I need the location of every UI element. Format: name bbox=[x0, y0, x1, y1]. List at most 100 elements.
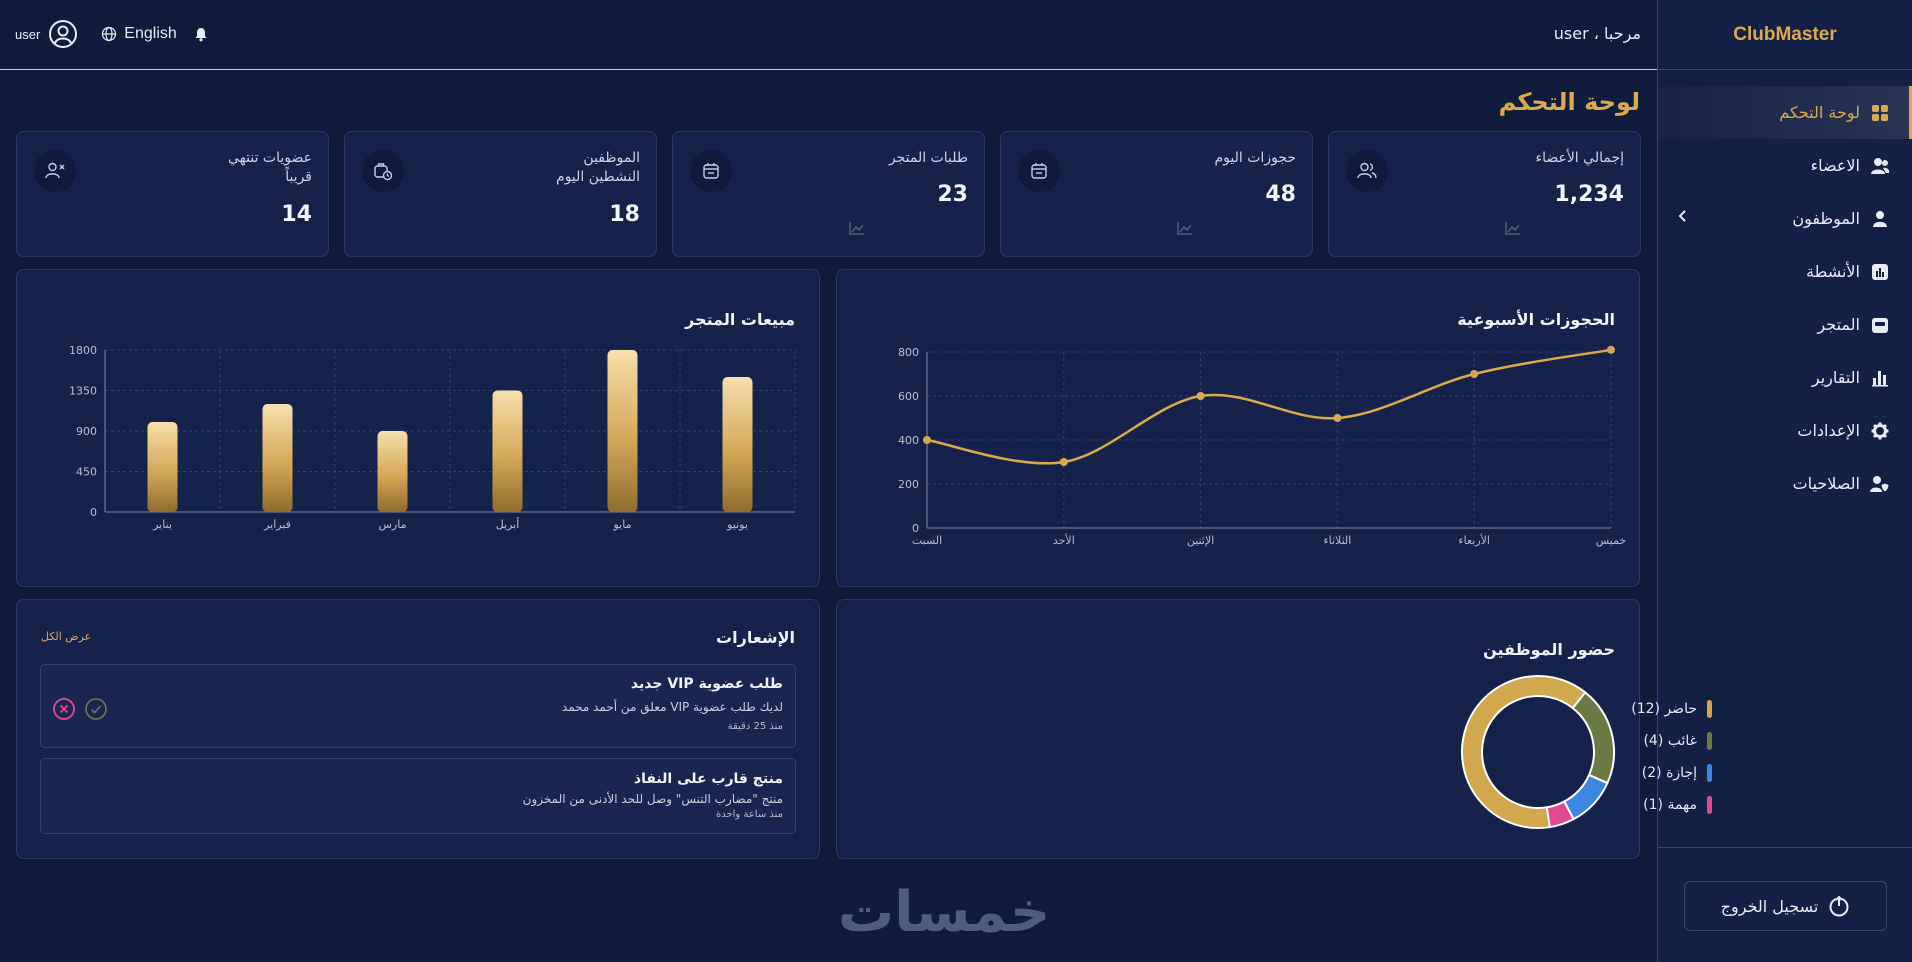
notification-time: منذ ساعة واحدة bbox=[715, 809, 783, 820]
page-title: لوحة التحكم bbox=[1498, 88, 1640, 116]
donut-slice bbox=[1545, 800, 1575, 829]
stat-label-line: الموظفين bbox=[583, 150, 640, 166]
sidebar-item-label: التقارير bbox=[1811, 368, 1860, 387]
trend-icon bbox=[1177, 221, 1193, 235]
notification-item[interactable]: طلب عضوية VIP جديد لديك طلب عضوية VIP مع… bbox=[40, 664, 796, 748]
stat-card-total-members[interactable]: إجمالي الأعضاء 1,234 bbox=[1328, 131, 1641, 257]
y-tick-label: 400 bbox=[898, 434, 919, 447]
stat-value: 18 bbox=[609, 202, 640, 227]
weekly-bookings-card: الحجوزات الأسبوعية 0 200 400 600 800 السبت الأ… bbox=[836, 269, 1640, 587]
chart-title: الحجوزات الأسبوعية bbox=[1457, 310, 1615, 329]
grid-icon bbox=[1870, 103, 1890, 123]
topbar: user English مرحبا ، user bbox=[0, 0, 1657, 70]
x-tick-label: الثلاثاء bbox=[1323, 534, 1351, 547]
legend-item-present: حاضر (12) bbox=[1631, 693, 1712, 725]
trend-icon bbox=[1505, 221, 1521, 235]
welcome-message: مرحبا ، user bbox=[1553, 24, 1641, 43]
data-point bbox=[1196, 392, 1205, 400]
stat-value: 48 bbox=[1265, 182, 1296, 207]
bell-icon[interactable] bbox=[193, 26, 209, 42]
data-point bbox=[1607, 345, 1615, 354]
user-avatar-icon[interactable] bbox=[48, 19, 78, 49]
power-icon bbox=[1828, 895, 1850, 917]
stat-card-today-bookings[interactable]: حجوزات اليوم 48 bbox=[1000, 131, 1313, 257]
watermark-logo: خمسات bbox=[838, 880, 1052, 945]
sidebar-item-label: المتجر bbox=[1817, 315, 1860, 334]
stat-label-line: عضويات تنتهي bbox=[228, 150, 312, 166]
sidebar-item-employees[interactable]: الموظفون bbox=[1658, 192, 1912, 245]
gear-icon bbox=[1870, 421, 1890, 441]
logout-section: تسجيل الخروج bbox=[1657, 847, 1912, 962]
y-tick-label: 450 bbox=[76, 466, 97, 479]
bar bbox=[722, 377, 753, 512]
chevron-left-icon[interactable] bbox=[1678, 209, 1688, 223]
stat-label: إجمالي الأعضاء bbox=[1535, 150, 1624, 166]
notification-body: منتج "مضارب التنس" وصل للحد الأدنى من ال… bbox=[522, 792, 783, 806]
activity-icon bbox=[1870, 262, 1890, 282]
briefcase-clock-icon bbox=[362, 150, 404, 192]
chart-title: مبيعات المتجر bbox=[685, 310, 795, 329]
stat-card-store-orders[interactable]: طلبات المتجر 23 bbox=[672, 131, 985, 257]
bar-chart-icon bbox=[1870, 368, 1890, 388]
user-remove-icon bbox=[34, 150, 76, 192]
y-tick-label: 1350 bbox=[69, 385, 97, 398]
notification-item[interactable]: منتج قارب على النفاذ منتج "مضارب التنس" … bbox=[40, 758, 796, 834]
sidebar-item-members[interactable]: الاعضاء bbox=[1658, 139, 1912, 192]
sidebar-item-reports[interactable]: التقارير bbox=[1658, 351, 1912, 404]
y-tick-label: 600 bbox=[898, 390, 919, 403]
x-tick-label: فبراير bbox=[263, 518, 291, 531]
stat-value: 14 bbox=[281, 202, 312, 227]
y-tick-label: 1800 bbox=[69, 344, 97, 357]
trend-icon bbox=[849, 221, 865, 235]
attendance-donut-chart bbox=[1461, 675, 1615, 829]
stat-card-active-staff[interactable]: الموظفين النشطين اليوم 18 bbox=[344, 131, 657, 257]
x-tick-label: أبريل bbox=[496, 517, 520, 531]
x-tick-label: مارس bbox=[379, 518, 407, 531]
legend-item-leave: إجازة (2) bbox=[1631, 757, 1712, 789]
stat-value: 23 bbox=[937, 182, 968, 207]
data-point bbox=[1059, 458, 1068, 466]
language-label: English bbox=[124, 25, 177, 42]
reject-icon[interactable] bbox=[53, 698, 75, 720]
data-point bbox=[1333, 414, 1342, 422]
sidebar-item-label: الاعضاء bbox=[1810, 156, 1860, 175]
legend-item-absent: غائب (4) bbox=[1631, 725, 1712, 757]
sidebar-nav: لوحة التحكم الاعضاء الموظفون الأنشطة bbox=[1658, 86, 1912, 510]
sidebar-item-dashboard[interactable]: لوحة التحكم bbox=[1658, 86, 1912, 139]
legend-swatch bbox=[1707, 796, 1712, 814]
view-all-link[interactable]: عرض الكل bbox=[41, 630, 92, 643]
bar bbox=[262, 404, 293, 512]
stat-value: 1,234 bbox=[1554, 182, 1624, 207]
employee-icon bbox=[1870, 209, 1890, 229]
stat-label: عضويات تنتهي قريباً bbox=[228, 149, 312, 187]
donut-slice bbox=[1461, 675, 1587, 829]
store-sales-chart: 0 450 900 1350 1800 يناير فبراير مارس أبريل مايو ي… bbox=[69, 344, 796, 531]
legend-swatch bbox=[1707, 732, 1712, 750]
calendar-icon bbox=[690, 150, 732, 192]
legend-label: حاضر (12) bbox=[1631, 701, 1697, 717]
brand-logo[interactable]: ClubMaster bbox=[1658, 0, 1912, 70]
chart-title: حضور الموظفين bbox=[1483, 640, 1615, 659]
sidebar-item-permissions[interactable]: الصلاحيات bbox=[1658, 457, 1912, 510]
stat-card-expiring-memberships[interactable]: عضويات تنتهي قريباً 14 bbox=[16, 131, 329, 257]
y-tick-label: 0 bbox=[912, 522, 919, 535]
sidebar-item-settings[interactable]: الإعدادات bbox=[1658, 404, 1912, 457]
legend-swatch bbox=[1707, 700, 1712, 718]
legend-label: إجازة (2) bbox=[1641, 765, 1697, 781]
language-switcher[interactable]: English bbox=[94, 25, 177, 43]
bar bbox=[492, 390, 523, 512]
x-tick-label: الأربعاء bbox=[1458, 533, 1490, 547]
logout-button[interactable]: تسجيل الخروج bbox=[1684, 881, 1887, 931]
bar bbox=[607, 350, 638, 512]
data-point bbox=[923, 436, 931, 444]
approve-icon[interactable] bbox=[85, 698, 107, 720]
sidebar-item-activities[interactable]: الأنشطة bbox=[1658, 245, 1912, 298]
data-point bbox=[1470, 370, 1479, 378]
bar bbox=[377, 431, 408, 512]
sidebar-item-label: الإعدادات bbox=[1797, 421, 1860, 440]
y-tick-label: 200 bbox=[898, 478, 919, 491]
y-tick-label: 800 bbox=[898, 346, 919, 359]
sidebar-item-store[interactable]: المتجر bbox=[1658, 298, 1912, 351]
user-shield-icon bbox=[1870, 474, 1890, 494]
stat-label: طلبات المتجر bbox=[888, 150, 968, 166]
